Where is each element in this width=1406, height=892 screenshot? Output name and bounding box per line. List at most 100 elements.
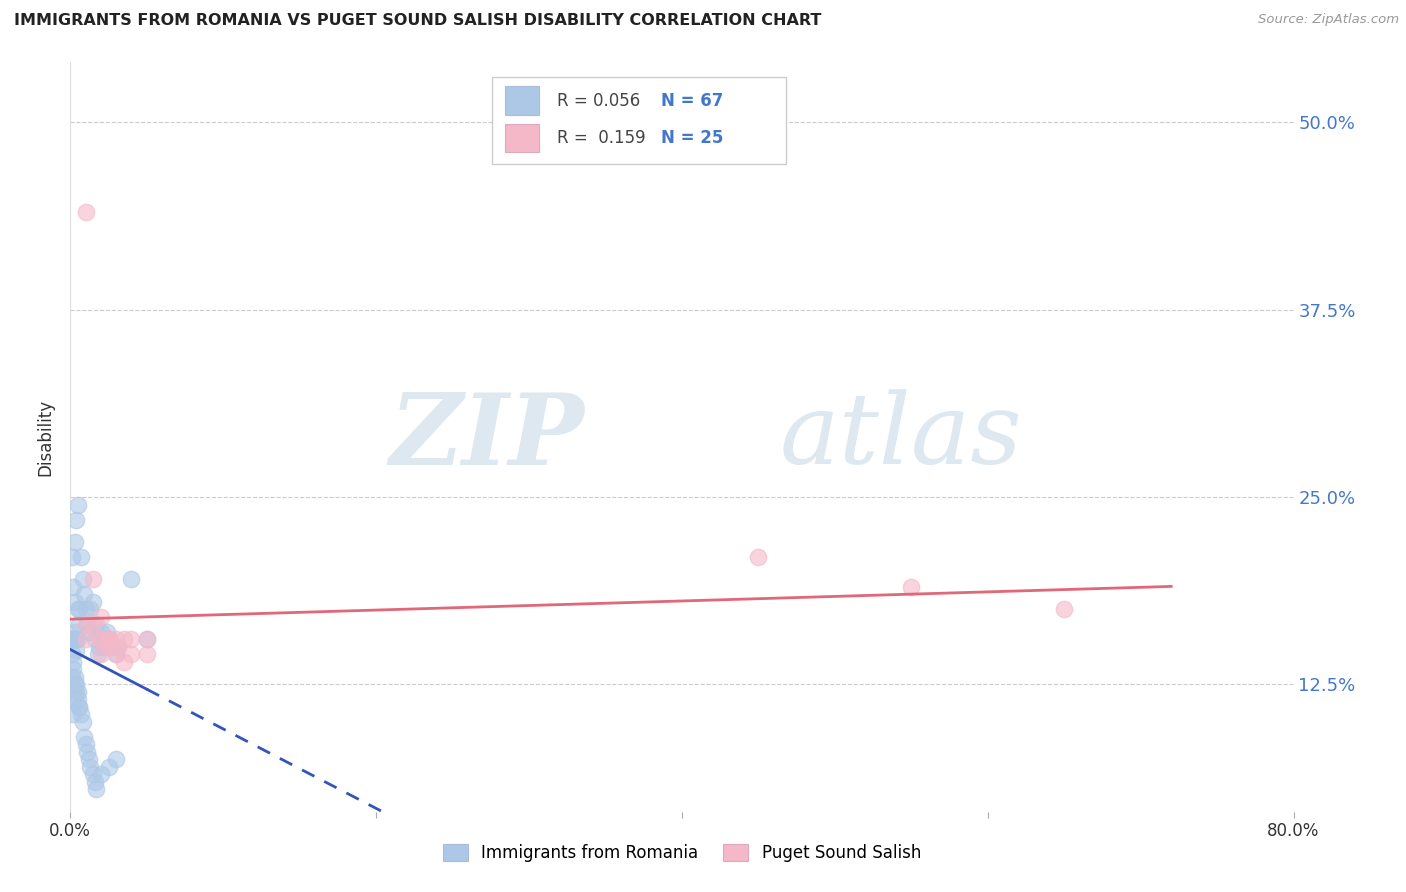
Point bbox=[76, 617, 98, 632]
Point bbox=[135, 632, 157, 647]
Point bbox=[105, 648, 128, 662]
Point bbox=[96, 624, 118, 639]
Point bbox=[66, 632, 89, 647]
Point bbox=[69, 617, 91, 632]
Point bbox=[105, 640, 128, 654]
Point bbox=[112, 632, 135, 647]
Point bbox=[90, 610, 112, 624]
FancyBboxPatch shape bbox=[505, 87, 538, 115]
Point bbox=[84, 782, 107, 797]
Point bbox=[121, 573, 143, 587]
Point bbox=[63, 677, 86, 691]
Point bbox=[73, 730, 96, 744]
FancyBboxPatch shape bbox=[505, 124, 538, 153]
Point bbox=[63, 535, 86, 549]
Point bbox=[73, 587, 96, 601]
Point bbox=[90, 767, 112, 781]
Point bbox=[62, 580, 84, 594]
Point bbox=[105, 752, 128, 766]
Point bbox=[63, 632, 86, 647]
Point bbox=[105, 632, 128, 647]
Point bbox=[72, 573, 94, 587]
Point bbox=[60, 670, 83, 684]
Text: ZIP: ZIP bbox=[389, 389, 583, 485]
Point bbox=[66, 498, 89, 512]
Point bbox=[70, 549, 93, 564]
Point bbox=[83, 632, 105, 647]
Point bbox=[65, 632, 87, 647]
Point bbox=[63, 624, 86, 639]
Point bbox=[77, 752, 100, 766]
Point bbox=[83, 774, 105, 789]
Point bbox=[91, 632, 114, 647]
Point bbox=[94, 640, 117, 654]
Point bbox=[60, 632, 83, 647]
Point bbox=[105, 648, 128, 662]
Point bbox=[63, 692, 86, 706]
Point bbox=[82, 573, 104, 587]
Text: R =  0.159: R = 0.159 bbox=[557, 129, 645, 147]
Point bbox=[90, 632, 112, 647]
Point bbox=[66, 602, 89, 616]
Point bbox=[62, 655, 84, 669]
Point bbox=[65, 685, 87, 699]
Point bbox=[69, 699, 91, 714]
Point bbox=[121, 632, 143, 647]
Point bbox=[70, 707, 93, 722]
Text: R = 0.056: R = 0.056 bbox=[557, 92, 640, 110]
Point bbox=[89, 640, 111, 654]
Text: N = 67: N = 67 bbox=[661, 92, 724, 110]
Point bbox=[90, 648, 112, 662]
Point bbox=[93, 632, 115, 647]
Point bbox=[66, 692, 89, 706]
Point bbox=[75, 737, 97, 751]
Point bbox=[75, 632, 97, 647]
Point bbox=[69, 699, 91, 714]
Point bbox=[82, 617, 104, 632]
Point bbox=[112, 655, 135, 669]
Point bbox=[1053, 602, 1076, 616]
Point bbox=[97, 760, 120, 774]
Point bbox=[135, 632, 157, 647]
Point bbox=[66, 685, 89, 699]
Point bbox=[107, 640, 129, 654]
Point bbox=[97, 632, 120, 647]
Point bbox=[90, 624, 112, 639]
Point bbox=[63, 670, 86, 684]
Point bbox=[62, 707, 84, 722]
Point bbox=[900, 580, 922, 594]
Point bbox=[65, 643, 87, 657]
Point bbox=[65, 677, 87, 691]
Text: atlas: atlas bbox=[780, 390, 1022, 484]
Point bbox=[135, 648, 157, 662]
Point bbox=[76, 745, 98, 759]
Text: N = 25: N = 25 bbox=[661, 129, 724, 147]
Point bbox=[82, 595, 104, 609]
Point bbox=[72, 714, 94, 729]
Point bbox=[121, 648, 143, 662]
FancyBboxPatch shape bbox=[492, 78, 786, 163]
Legend: Immigrants from Romania, Puget Sound Salish: Immigrants from Romania, Puget Sound Sal… bbox=[434, 836, 929, 871]
Y-axis label: Disability: Disability bbox=[37, 399, 55, 475]
Point bbox=[87, 648, 110, 662]
Point bbox=[97, 640, 120, 654]
Point bbox=[65, 512, 87, 526]
Point bbox=[79, 760, 101, 774]
Point bbox=[75, 205, 97, 219]
Point bbox=[63, 595, 86, 609]
Point bbox=[90, 632, 112, 647]
Text: IMMIGRANTS FROM ROMANIA VS PUGET SOUND SALISH DISABILITY CORRELATION CHART: IMMIGRANTS FROM ROMANIA VS PUGET SOUND S… bbox=[14, 13, 821, 29]
Point bbox=[84, 617, 107, 632]
Point bbox=[60, 549, 83, 564]
Point bbox=[75, 602, 97, 616]
Point bbox=[97, 632, 120, 647]
Point bbox=[77, 624, 100, 639]
Point bbox=[82, 767, 104, 781]
Point bbox=[60, 632, 83, 647]
Point bbox=[97, 632, 120, 647]
Point bbox=[60, 648, 83, 662]
Point bbox=[75, 617, 97, 632]
Point bbox=[69, 602, 91, 616]
Point bbox=[62, 662, 84, 676]
Point bbox=[97, 632, 120, 647]
